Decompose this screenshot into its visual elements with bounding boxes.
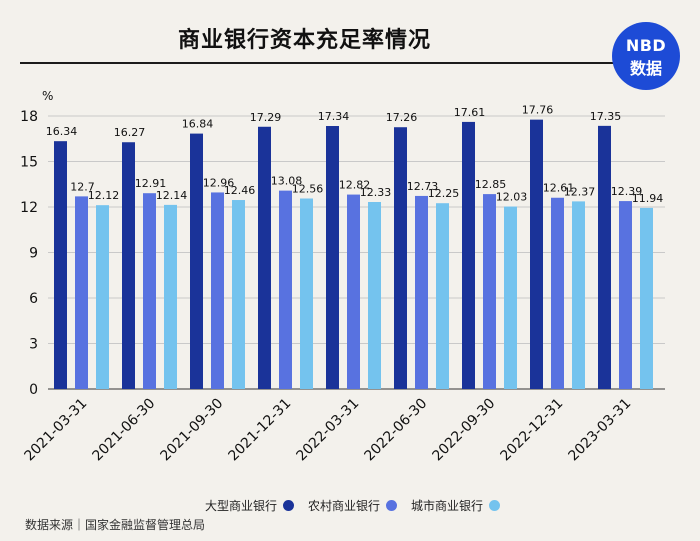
legend-swatch-rural-banks [386, 499, 398, 511]
x-tick-label: 2022-06-30 [361, 396, 430, 465]
x-tick-label: 2022-12-31 [497, 396, 566, 465]
bar [551, 197, 564, 389]
bar [598, 125, 611, 389]
bar [232, 200, 245, 389]
data-label: 12.7 [70, 180, 95, 193]
data-label: 12.39 [611, 185, 643, 198]
y-unit-label: % [42, 89, 53, 103]
legend-label-city-banks: 城市商业银行 [411, 498, 484, 513]
bar [326, 126, 339, 389]
data-label: 12.12 [88, 189, 120, 202]
data-label: 16.27 [114, 126, 146, 139]
data-label: 13.08 [271, 175, 303, 188]
bar [436, 203, 449, 389]
legend: 大型商业银行 农村商业银行 城市商业银行 [205, 496, 514, 514]
y-tick-label: 15 [20, 155, 38, 171]
x-tick-label: 2021-06-30 [89, 396, 158, 465]
nbd-logo: NBD 数据 [612, 22, 680, 90]
legend-label-large-banks: 大型商业银行 [205, 498, 278, 513]
data-label: 16.34 [46, 125, 78, 138]
bar [530, 119, 543, 389]
data-label: 12.73 [407, 180, 439, 193]
data-label: 17.29 [250, 111, 282, 124]
data-label: 12.25 [428, 187, 460, 200]
bar [122, 142, 135, 389]
data-label: 11.94 [632, 192, 664, 205]
data-label: 12.46 [224, 184, 256, 197]
logo-line2: 数据 [629, 59, 662, 78]
y-tick-label: 3 [29, 337, 38, 353]
data-label: 17.76 [522, 104, 554, 117]
y-tick-label: 6 [29, 291, 38, 307]
data-label: 12.61 [543, 182, 575, 195]
legend-label-rural-banks: 农村商业银行 [308, 498, 381, 513]
bar [190, 133, 203, 389]
data-label: 12.85 [475, 178, 507, 191]
data-label: 12.37 [564, 185, 596, 198]
title-bar: 商业银行资本充足率情况 [0, 18, 700, 64]
bar [164, 204, 177, 389]
data-label: 17.35 [590, 110, 622, 123]
data-label: 12.91 [135, 177, 167, 190]
bar [96, 205, 109, 389]
bar [640, 207, 653, 389]
bar [368, 201, 381, 389]
x-tick-label: 2021-12-31 [225, 396, 294, 465]
data-label: 12.96 [203, 176, 235, 189]
title-underline [20, 62, 620, 64]
data-label: 17.34 [318, 110, 350, 123]
bar [54, 141, 67, 389]
legend-swatch-large-banks [283, 499, 295, 511]
x-tick-label: 2022-09-30 [429, 396, 498, 465]
x-tick-label: 2023-03-31 [565, 396, 634, 465]
data-label: 12.82 [339, 179, 371, 192]
bar [483, 194, 496, 389]
data-label: 12.03 [496, 191, 528, 204]
bar [143, 193, 156, 389]
x-tick-label: 2021-09-30 [157, 396, 226, 465]
logo-line1: NBD [625, 36, 667, 55]
bar [619, 201, 632, 389]
bar [394, 127, 407, 390]
data-source: 数据来源｜国家金融监督管理总局 [25, 518, 206, 532]
legend-item-rural-banks: 农村商业银行 [308, 497, 398, 514]
x-tick-label: 2021-03-31 [21, 396, 90, 465]
bar [75, 196, 88, 389]
bar [347, 194, 360, 389]
bar [300, 198, 313, 389]
chart-title: 商业银行资本充足率情况 [178, 28, 432, 53]
bar [504, 206, 517, 389]
x-tick-label: 2022-03-31 [293, 396, 362, 465]
bar [279, 190, 292, 389]
bar [258, 126, 271, 389]
legend-item-large-banks: 大型商业银行 [205, 497, 295, 514]
data-label: 17.61 [454, 106, 486, 119]
y-tick-label: 0 [29, 382, 38, 398]
legend-item-city-banks: 城市商业银行 [411, 497, 501, 514]
bar [211, 192, 224, 389]
data-label: 12.33 [360, 186, 392, 199]
bar [415, 195, 428, 389]
data-label: 12.14 [156, 189, 188, 202]
y-tick-label: 9 [29, 246, 38, 262]
data-label: 12.56 [292, 183, 324, 196]
legend-swatch-city-banks [489, 499, 501, 511]
data-label: 17.26 [386, 111, 418, 124]
data-label: 16.84 [182, 118, 214, 131]
y-tick-label: 12 [20, 200, 38, 216]
bar [462, 121, 475, 389]
bar [572, 201, 585, 389]
y-tick-label: 18 [20, 109, 38, 125]
